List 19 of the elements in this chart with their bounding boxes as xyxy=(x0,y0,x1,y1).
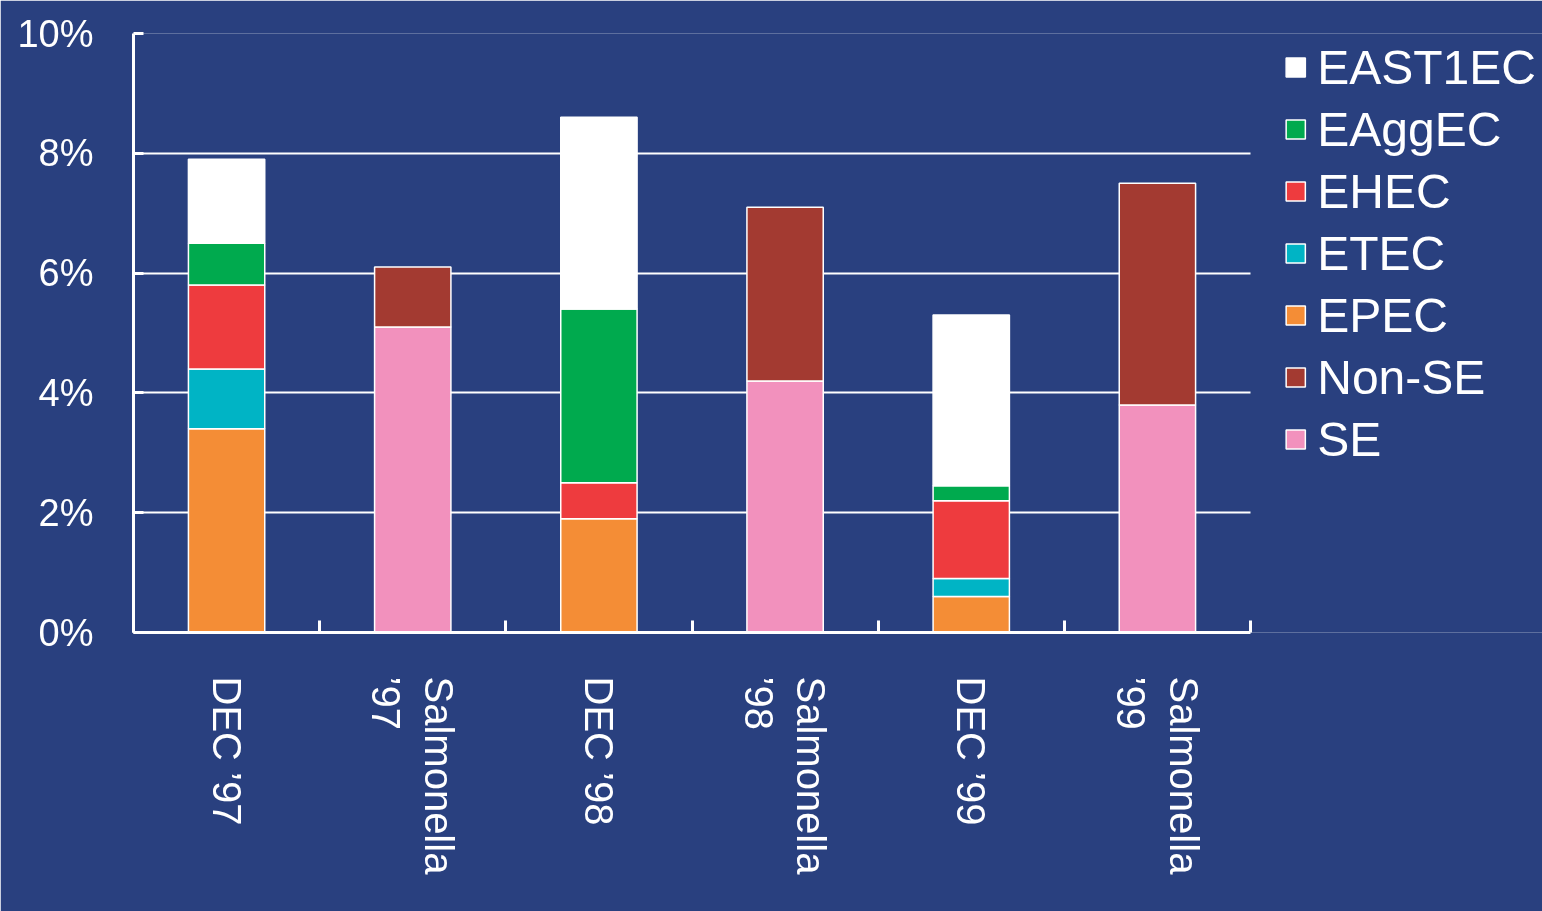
x-tick-label: Salmonella ’97 xyxy=(364,676,462,876)
x-tick-label: Salmonella ’98 xyxy=(736,676,834,876)
x-tick-label: Salmonella ’99 xyxy=(1109,676,1206,876)
x-tick-label: DEC ’98 xyxy=(576,676,621,826)
legend-label: EAST1EC xyxy=(1317,39,1536,95)
y-tick-label: 2% xyxy=(38,491,94,534)
x-tick-label: DEC ’97 xyxy=(204,676,249,826)
y-tick-label: 0% xyxy=(38,611,94,654)
legend-label: EPEC xyxy=(1317,287,1448,343)
y-tick-label: 6% xyxy=(38,252,94,295)
legend-label: EAggEC xyxy=(1317,101,1502,157)
legend-label: ETEC xyxy=(1317,225,1446,281)
x-tick-label: DEC ’99 xyxy=(949,676,994,826)
y-tick-label: 4% xyxy=(38,371,94,414)
legend-label: SE xyxy=(1317,411,1382,467)
legend-label: Non-SE xyxy=(1317,349,1486,405)
y-tick-label: 10% xyxy=(17,12,94,55)
legend-label: EHEC xyxy=(1317,163,1451,219)
y-tick-label: 8% xyxy=(38,132,94,175)
